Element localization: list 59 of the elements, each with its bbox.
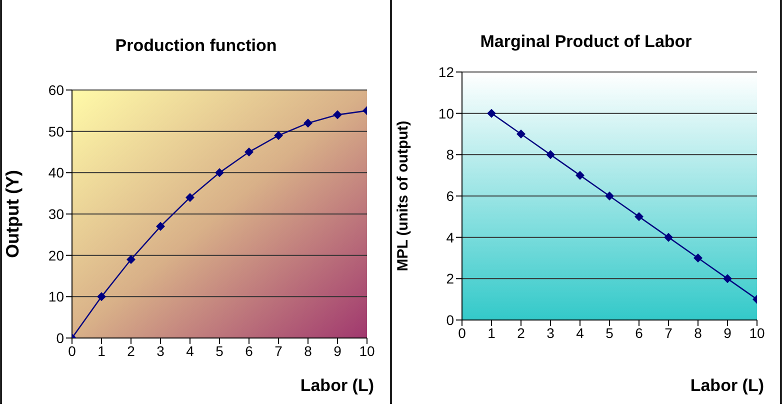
x-tick-label: 6 — [635, 324, 644, 341]
point — [215, 168, 224, 178]
x-tick-label: 0 — [68, 342, 76, 359]
x-tick-label: 10 — [359, 342, 375, 359]
point — [244, 148, 254, 156]
x-tick-label: 7 — [664, 324, 673, 341]
point — [97, 292, 106, 302]
x-tick-label: 3 — [156, 342, 165, 359]
x-tick-label: 0 — [458, 324, 466, 341]
x-tick-label: 2 — [127, 342, 136, 359]
point — [304, 118, 312, 128]
point — [576, 170, 584, 180]
x-tick-label: 1 — [98, 342, 106, 359]
y-axis-title: Output (Y) — [2, 170, 22, 258]
x-axis-title: Labor (L) — [300, 376, 374, 396]
x-tick-label: 9 — [334, 342, 342, 359]
point — [546, 150, 555, 160]
x-tick-label: 8 — [304, 342, 312, 359]
x-tick-label: 2 — [517, 324, 526, 341]
point — [274, 130, 283, 140]
x-axis-title: Labor (L) — [690, 376, 764, 396]
x-tick-label: 9 — [724, 324, 732, 341]
point — [664, 232, 673, 242]
y-tick-label: 30 — [48, 206, 64, 222]
point — [694, 254, 702, 262]
y-tick-label: 12 — [438, 64, 454, 80]
x-tick-label: 7 — [274, 342, 283, 359]
point — [126, 254, 136, 264]
chart-title: Production function — [114, 36, 278, 56]
y-tick-label: 0 — [446, 312, 454, 328]
point — [723, 274, 732, 284]
x-tick-label: 5 — [216, 342, 224, 359]
y-tick-label: 60 — [48, 82, 64, 98]
y-axis-title: MPL (units of output) — [394, 120, 412, 272]
point — [487, 108, 496, 118]
x-tick-label: 6 — [245, 342, 254, 359]
x-tick-label: 10 — [749, 324, 765, 341]
point — [516, 130, 526, 138]
point — [634, 212, 644, 222]
y-tick-label: 6 — [446, 188, 454, 204]
point — [156, 222, 165, 231]
x-tick-label: 4 — [186, 342, 194, 359]
point — [605, 192, 614, 200]
y-tick-label: 50 — [48, 123, 64, 140]
y-tick-label: 20 — [48, 247, 64, 264]
x-tick-label: 4 — [576, 324, 584, 341]
chart-title: Marginal Product of Labor — [479, 32, 693, 52]
y-tick-label: 4 — [446, 229, 454, 246]
y-tick-label: 2 — [446, 270, 454, 287]
y-tick-label: 10 — [438, 105, 454, 122]
x-tick-label: 1 — [488, 324, 496, 341]
point — [333, 110, 342, 120]
y-tick-label: 10 — [48, 288, 64, 305]
x-tick-label: 8 — [694, 324, 702, 341]
x-tick-label: 5 — [606, 324, 614, 341]
y-tick-label: 40 — [48, 164, 64, 181]
x-tick-label: 3 — [546, 324, 555, 341]
point — [186, 192, 194, 202]
y-tick-label: 8 — [446, 146, 454, 163]
